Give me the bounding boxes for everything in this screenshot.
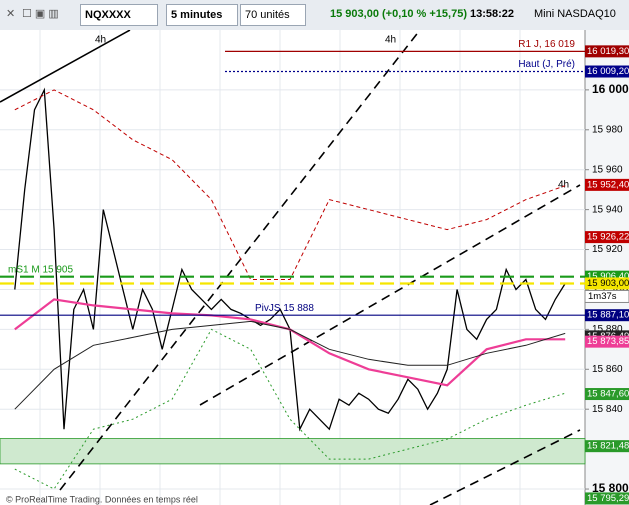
axis-tag — [585, 231, 629, 244]
countdown-bg — [584, 289, 629, 303]
y-tick-label: 15 800 — [592, 481, 629, 495]
axis-tag-label: 15 906,40 — [587, 271, 629, 282]
toolbar: ✕ ☐ ▣ ▥ NQXXXX 5 minutes 70 unités 15 90… — [0, 0, 629, 31]
series-line — [14, 320, 566, 410]
chart: 4h 4h 4h © ProRealTime Trading. Données … — [0, 30, 629, 505]
axis-tag — [585, 492, 629, 505]
axis-tag-label: 15 887,10 — [587, 310, 629, 321]
axis-tag — [585, 335, 629, 348]
vertical-grid — [39, 30, 521, 505]
units-box[interactable]: 70 unités — [240, 4, 306, 26]
trendline-label: 4h — [558, 180, 569, 191]
trendline-label: 4h — [385, 35, 396, 46]
axis-bg — [585, 30, 629, 505]
plot-bg — [0, 30, 585, 505]
y-tick-label: 15 960 — [592, 164, 623, 175]
tool-icons[interactable]: ☐ ▣ ▥ — [22, 8, 59, 20]
symbol-box[interactable]: NQXXXX — [80, 4, 158, 26]
axis-tag — [585, 45, 629, 58]
countdown: 1m37s — [588, 291, 617, 302]
y-tick-label: 15 860 — [592, 364, 623, 375]
zone — [0, 438, 586, 465]
quote: 15 903,00 (+0,10 % +15,75) — [330, 8, 467, 20]
level-label: R1 J, 16 019 — [518, 39, 575, 50]
footer: © ProRealTime Trading. Données en temps … — [6, 494, 198, 504]
level-label: mS1 M 15 905 — [8, 264, 73, 275]
axis-tag — [585, 388, 629, 401]
close-icon[interactable]: ✕ — [6, 8, 16, 20]
series-line — [14, 328, 566, 490]
axis-tag — [585, 178, 629, 191]
axis-tag-label: 15 903,00 — [587, 278, 629, 289]
axis-tag-label: 16 009,20 — [587, 66, 629, 77]
axis-tag — [585, 440, 629, 453]
instrument: Mini NASDAQ10 — [534, 8, 616, 20]
axis-tag — [585, 277, 629, 290]
series-line — [14, 89, 566, 280]
axis-tag-label: 15 795,29 — [587, 493, 629, 504]
y-tick-label: 15 840 — [592, 404, 623, 415]
period-box[interactable]: 5 minutes — [166, 4, 238, 26]
trendlines — [0, 30, 581, 505]
level-label: PivJS 15 888 — [255, 303, 314, 314]
time: 13:58:22 — [470, 8, 515, 20]
axis-tag — [585, 309, 629, 322]
y-tick-label: 15 880 — [592, 324, 623, 335]
axis-tag-label: 16 019,30 — [587, 46, 629, 57]
axis-tag-label: 15 873,85 — [587, 336, 629, 347]
axis-tag-label: 15 821,48 — [587, 441, 629, 452]
axis-tag-label: 15 847,60 — [587, 389, 629, 400]
y-tick-label: 15 940 — [592, 204, 623, 215]
y-tick-label: 15 920 — [592, 244, 623, 255]
level-label: Haut (J, Pré) — [518, 59, 575, 70]
trendline-label: 4h — [95, 35, 106, 46]
axis-tag — [585, 65, 629, 78]
axis-tag-label: 15 952,40 — [587, 179, 629, 190]
y-tick-label: 15 980 — [592, 124, 623, 135]
axis-tag-label: 15 926,22 — [587, 232, 629, 243]
y-tick-label: 16 000 — [592, 82, 629, 96]
